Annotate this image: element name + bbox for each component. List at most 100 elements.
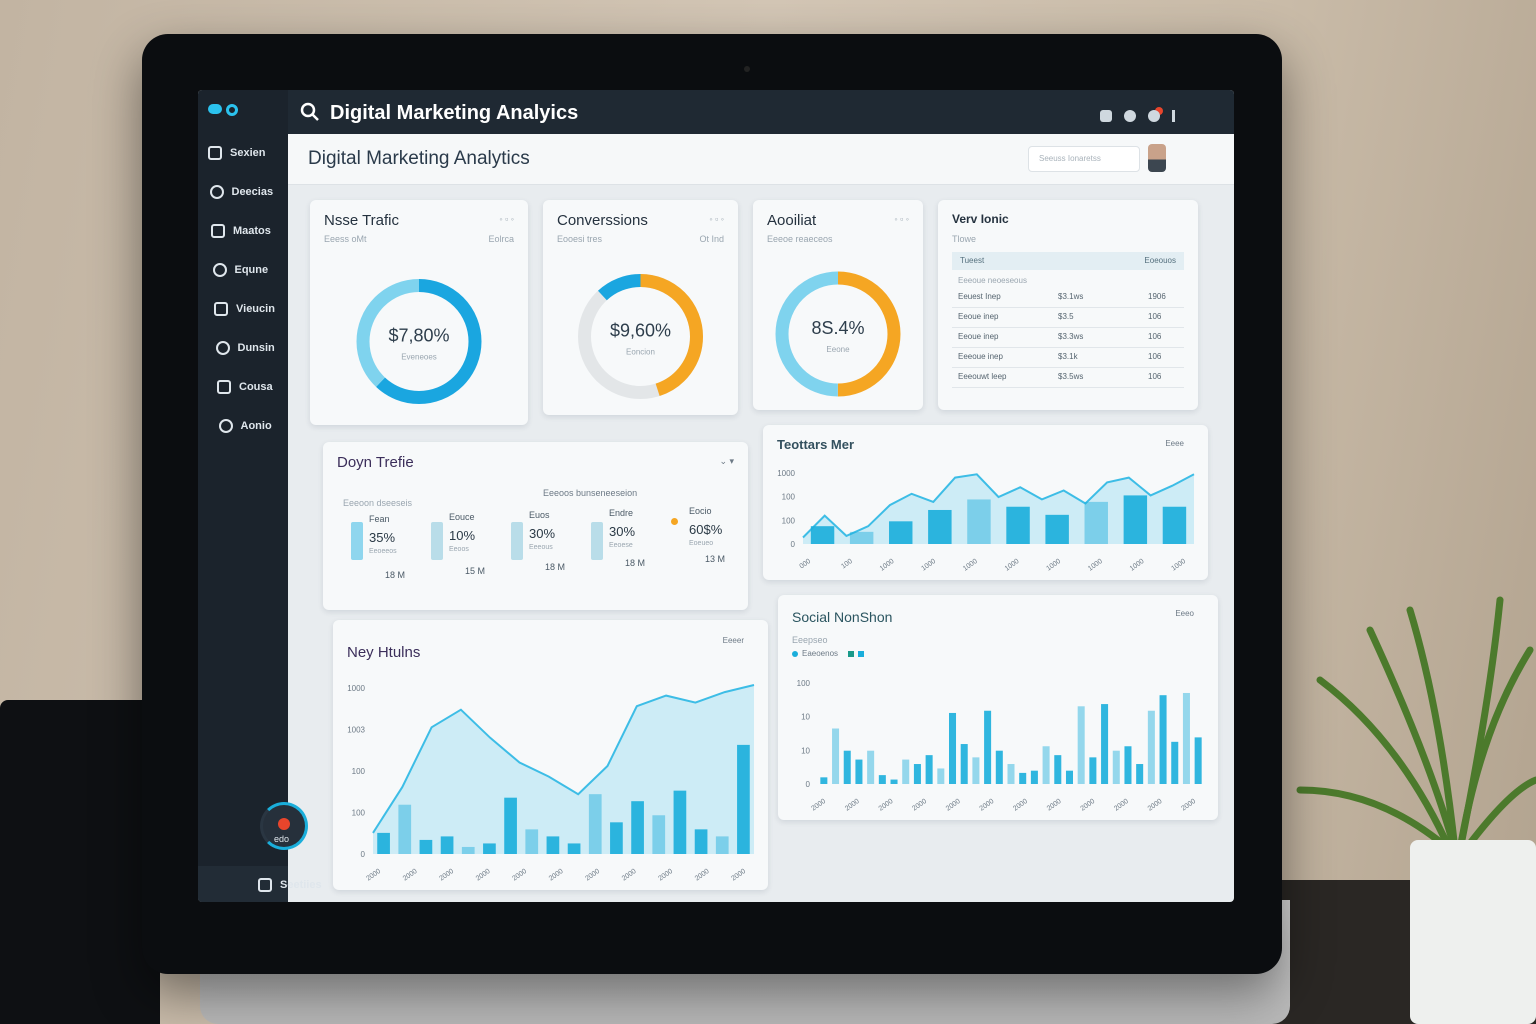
card-title: Ney Htulns — [347, 644, 421, 661]
sidebar-label: Vieucin — [236, 303, 275, 315]
bar — [1123, 495, 1148, 544]
plant — [1296, 596, 1536, 1024]
bar — [1136, 764, 1144, 784]
bar — [1006, 506, 1030, 544]
bar — [972, 757, 980, 784]
sidebar-icon — [212, 263, 227, 277]
sidebar-icon — [214, 302, 228, 316]
bar — [867, 750, 875, 784]
y-axis-label: 100 — [352, 809, 366, 818]
x-axis-label: 2000 — [911, 798, 928, 813]
card-subtitle: Eeepseo — [792, 635, 828, 645]
bar — [588, 794, 602, 854]
sidebar-label: Maatos — [233, 225, 271, 237]
x-axis-label: 1000 — [920, 558, 937, 573]
table-row-line — [952, 367, 1184, 368]
card-title: Doyn Trefie — [337, 454, 414, 471]
bar — [1045, 514, 1069, 544]
bar — [1124, 746, 1132, 784]
avatar[interactable] — [1148, 144, 1166, 172]
bar — [737, 744, 750, 854]
search-icon[interactable] — [300, 102, 320, 122]
table-cell: $3.3ws — [1058, 332, 1084, 341]
bar — [1182, 692, 1190, 784]
stat-label: Euos — [529, 510, 550, 520]
card-control[interactable]: ◦ ▫ ◦ — [709, 214, 724, 224]
bar — [1054, 755, 1062, 784]
card-control[interactable]: Eeee — [1165, 439, 1184, 448]
bar — [1162, 506, 1187, 544]
donut-caption: Eveneoes — [401, 353, 437, 362]
x-axis-label: 2000 — [475, 868, 492, 883]
card-subtitle: Eeeoe reaeceos — [767, 234, 833, 244]
sidebar-item[interactable]: Cousa — [217, 374, 273, 400]
y-axis-label: 0 — [806, 780, 811, 789]
table-row-line — [952, 327, 1184, 328]
sidebar-item[interactable]: Aonio — [218, 413, 272, 439]
sidebar-icon — [208, 146, 222, 160]
bar — [631, 801, 644, 854]
sidebar-item[interactable]: Sexien — [208, 140, 265, 166]
sidebar-item[interactable]: Vieucin — [214, 296, 275, 322]
x-axis-label: 2000 — [844, 798, 861, 813]
hours-card: Ney Htulns Eeeer 1000 1003 100 100 0 2000 2000… — [333, 620, 768, 890]
card-corner: Ot Ind — [699, 234, 724, 244]
donut-caption: Eoncion — [626, 348, 655, 357]
bar — [652, 815, 666, 854]
y-axis-label: 1000 — [347, 684, 365, 693]
card-control[interactable]: ◦ ▫ ◦ — [894, 214, 909, 224]
bar — [1084, 501, 1108, 544]
sidebar-label: Dunsin — [237, 342, 275, 354]
table-cell: Eeuest Inep — [958, 292, 1001, 301]
search-box[interactable]: Seeuss Ionaretss — [1028, 146, 1140, 172]
sidebar-item[interactable]: Dunsin — [215, 335, 275, 361]
sidebar-item[interactable]: Equne — [212, 257, 268, 283]
x-axis-label: 2000 — [1147, 798, 1164, 813]
app-title: Digital Marketing Analyics — [330, 102, 579, 124]
bar — [878, 775, 886, 784]
table-cell: 106 — [1148, 352, 1162, 361]
table-cell: Eeoue inep — [958, 332, 999, 341]
y-axis-label: 0 — [361, 850, 366, 859]
social-card: Social NonShon Eeepseo Eaeoenos Eeeo 100… — [778, 595, 1218, 820]
bar — [1077, 706, 1085, 784]
bar — [377, 832, 390, 854]
card-control[interactable]: Eeeo — [1175, 609, 1194, 618]
bar — [1089, 757, 1097, 784]
sidebar-footer-box — [198, 866, 288, 902]
card-control[interactable]: Eeeer — [722, 636, 744, 645]
bar — [1159, 695, 1167, 784]
bar — [567, 843, 581, 854]
stat-marker — [671, 518, 678, 525]
bar — [1042, 746, 1050, 784]
table-caption: Eeeoue neoeseous — [958, 276, 1027, 285]
sidebar-item[interactable]: Deecias — [209, 179, 273, 205]
x-axis-label: 2000 — [548, 868, 565, 883]
bar — [1112, 750, 1120, 784]
card-control[interactable]: ◦ ▫ ◦ — [499, 214, 514, 224]
sidebar-footer[interactable]: Seetiies — [258, 872, 322, 898]
topbar-icons[interactable] — [1100, 110, 1175, 122]
stat-value: 35% — [369, 530, 396, 545]
card-title: Aooiliat — [767, 212, 817, 229]
bar — [1065, 770, 1073, 784]
bar — [995, 750, 1003, 784]
bar — [694, 829, 708, 854]
x-axis-label: 2000 — [511, 868, 528, 883]
bar — [1147, 710, 1155, 784]
bar — [1007, 764, 1015, 784]
card-control[interactable]: ⌄ ▾ — [719, 456, 734, 466]
x-axis-label: 2000 — [657, 868, 674, 883]
card-subtitle: Tlowe — [952, 234, 977, 244]
bar — [902, 759, 910, 784]
stat-value: 60$% — [689, 522, 723, 537]
bar — [843, 750, 851, 784]
table-row-line — [952, 347, 1184, 348]
x-axis-label: 2000 — [730, 868, 747, 883]
sidebar-item[interactable]: Maatos — [211, 218, 271, 244]
x-axis-label: 2000 — [810, 798, 827, 813]
bar — [525, 829, 539, 854]
